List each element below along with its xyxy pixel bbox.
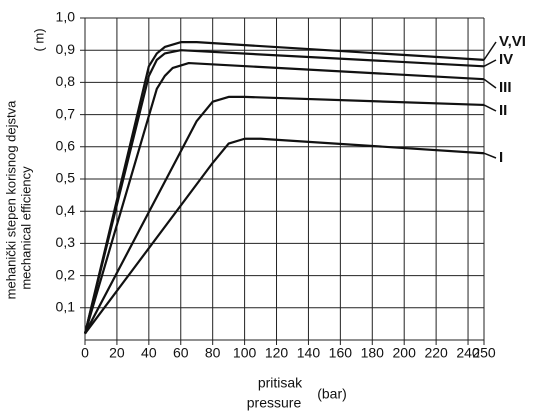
x-tick-label: 80 (205, 345, 221, 361)
x-tick-label: 60 (173, 345, 189, 361)
y-tick-label: 0,4 (56, 202, 76, 218)
y-tick-label: 0,6 (56, 138, 76, 154)
leader-line (483, 78, 497, 89)
y-tick-label: 0,3 (56, 234, 76, 250)
x-tick-label: 240 (456, 345, 480, 361)
y-tick-label: 1,0 (56, 9, 76, 25)
leader-line (483, 152, 497, 159)
x-tick-label: 220 (424, 345, 448, 361)
curve (83, 41, 485, 334)
curve-label: IV (499, 51, 513, 68)
x-tick-label: 100 (233, 345, 257, 361)
x-tick-label: 200 (393, 345, 417, 361)
x-tick-label: 250 (472, 345, 496, 361)
x-tick-label: 0 (81, 345, 89, 361)
x-tick-label: 140 (297, 345, 321, 361)
y-tick-label: 0,5 (56, 170, 76, 186)
leader-line (483, 41, 497, 61)
y-tick-label: 0,1 (56, 299, 76, 315)
curve (84, 137, 485, 335)
x-tick-label: 160 (329, 345, 353, 361)
y-tick-label: 0,9 (56, 41, 76, 57)
y-axis-label-en: mechanical efficiency (18, 166, 33, 290)
y-axis-symbol: ( m) (31, 28, 46, 51)
curve (83, 61, 485, 334)
leader-line (483, 59, 497, 67)
x-axis-unit: (bar) (317, 386, 347, 402)
curve-label: V,VI (499, 33, 526, 50)
x-tick-label: 120 (265, 345, 289, 361)
curve-label: II (499, 102, 507, 119)
y-tick-label: 0,2 (56, 266, 76, 282)
curve (84, 95, 485, 335)
y-tick-label: 0,8 (56, 73, 76, 89)
x-axis-label: pritisak (258, 375, 303, 391)
x-tick-label: 40 (141, 345, 157, 361)
x-axis-label-en: pressure (247, 395, 302, 411)
leader-line (483, 104, 497, 112)
y-tick-label: 0,7 (56, 105, 76, 121)
y-axis-label: mehanički stepen korisnog dejstva (3, 100, 18, 299)
curve-label: III (499, 79, 512, 96)
x-tick-label: 180 (361, 345, 385, 361)
x-tick-label: 20 (109, 345, 125, 361)
curve-label: I (499, 149, 503, 166)
curve (83, 49, 485, 334)
